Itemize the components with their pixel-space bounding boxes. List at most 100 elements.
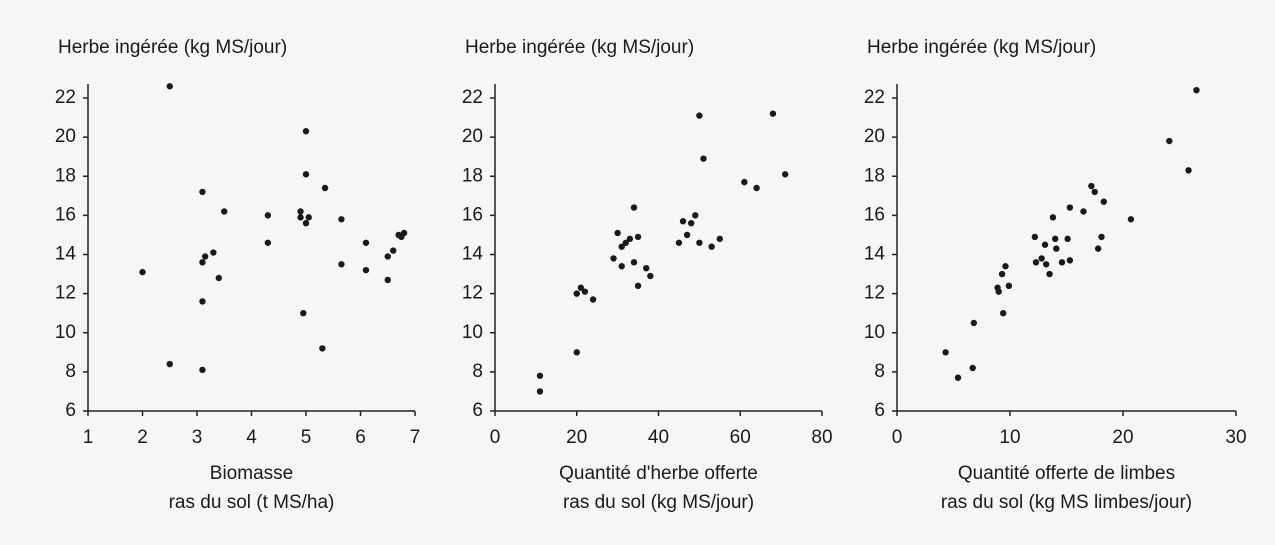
- point: [1088, 182, 1095, 190]
- point: [1049, 214, 1057, 221]
- point: [1091, 188, 1098, 196]
- point: [1185, 167, 1192, 174]
- point: [1041, 241, 1049, 248]
- x-axis-label: Quantité d'herbe offerte: [559, 463, 758, 484]
- point: [942, 349, 949, 356]
- x-axis-label: ras du sol (t MS/ha): [169, 492, 335, 513]
- x-tick-label: 80: [811, 427, 832, 448]
- point: [1053, 245, 1060, 252]
- point: [362, 239, 370, 246]
- x-tick-label: 60: [730, 427, 751, 448]
- point: [201, 253, 209, 260]
- y-tick-label: 18: [55, 165, 76, 186]
- point: [338, 261, 345, 268]
- point: [1046, 270, 1053, 278]
- point: [384, 276, 391, 284]
- y-tick-label: 14: [55, 244, 77, 265]
- point: [1127, 216, 1135, 223]
- point: [1193, 86, 1200, 94]
- y-tick-label: 8: [874, 361, 885, 382]
- point: [1064, 235, 1071, 243]
- point: [696, 239, 703, 246]
- x-tick-label: 40: [648, 427, 669, 448]
- x-axis-label: ras du sol (kg MS/jour): [563, 492, 754, 513]
- point: [1098, 233, 1105, 241]
- y-tick-label: 22: [864, 87, 885, 108]
- point: [1032, 259, 1040, 266]
- y-tick-label: 16: [55, 204, 76, 225]
- point: [1000, 309, 1007, 317]
- x-tick-label: 20: [1112, 427, 1133, 448]
- y-tick-label: 8: [472, 361, 483, 382]
- point: [630, 259, 638, 266]
- point: [700, 155, 707, 162]
- y-tick-label: 10: [55, 322, 76, 343]
- point: [634, 233, 642, 241]
- point: [302, 220, 310, 227]
- point: [1042, 261, 1050, 268]
- point: [166, 360, 173, 368]
- x-axis-label: Quantité offerte de limbes: [958, 463, 1175, 484]
- point: [1166, 137, 1173, 145]
- y-tick-label: 6: [874, 400, 885, 421]
- y-tick-label: 20: [462, 126, 483, 147]
- point: [264, 239, 272, 246]
- point: [1052, 235, 1059, 243]
- point: [210, 249, 217, 256]
- point: [1038, 255, 1045, 262]
- point: [362, 266, 370, 274]
- point: [300, 309, 307, 317]
- point: [221, 208, 228, 215]
- point: [782, 171, 789, 178]
- point: [1080, 208, 1087, 215]
- point: [998, 270, 1006, 278]
- x-tick-label: 0: [490, 427, 501, 448]
- point: [589, 296, 597, 303]
- point: [1094, 245, 1102, 252]
- point: [688, 220, 695, 227]
- x-tick-label: 1: [83, 427, 94, 448]
- point: [166, 83, 173, 90]
- point: [321, 184, 329, 192]
- y-tick-label: 6: [472, 400, 483, 421]
- y-tick-label: 14: [462, 244, 484, 265]
- point: [1005, 282, 1013, 289]
- point: [692, 212, 699, 219]
- point: [215, 274, 222, 282]
- y-tick-label: 18: [462, 165, 483, 186]
- point: [199, 188, 206, 196]
- point: [630, 204, 638, 211]
- x-tick-label: 7: [410, 427, 421, 448]
- x-tick-label: 0: [892, 427, 903, 448]
- point: [573, 349, 580, 356]
- point: [1058, 259, 1066, 266]
- point: [338, 216, 345, 223]
- x-axis-label: ras du sol (kg MS limbes/jour): [941, 492, 1192, 513]
- point: [199, 366, 206, 374]
- point: [384, 253, 391, 260]
- point: [954, 374, 962, 381]
- point: [643, 264, 650, 272]
- y-tick-label: 22: [55, 87, 76, 108]
- y-tick-label: 20: [864, 126, 885, 147]
- point: [675, 239, 683, 246]
- y-tick-label: 12: [55, 283, 76, 304]
- point: [769, 110, 777, 117]
- point: [753, 184, 760, 192]
- y-tick-label: 8: [65, 361, 76, 382]
- point: [199, 298, 206, 305]
- point: [741, 178, 748, 186]
- point: [647, 272, 654, 280]
- chart-title: Herbe ingérée (kg MS/jour): [58, 37, 287, 58]
- point: [1066, 204, 1074, 211]
- point: [305, 214, 312, 221]
- point: [1100, 198, 1107, 205]
- y-tick-label: 10: [864, 322, 885, 343]
- x-tick-label: 20: [566, 427, 587, 448]
- point: [577, 284, 585, 291]
- chart-title: Herbe ingérée (kg MS/jour): [465, 37, 694, 58]
- point: [970, 319, 978, 327]
- point: [139, 268, 146, 276]
